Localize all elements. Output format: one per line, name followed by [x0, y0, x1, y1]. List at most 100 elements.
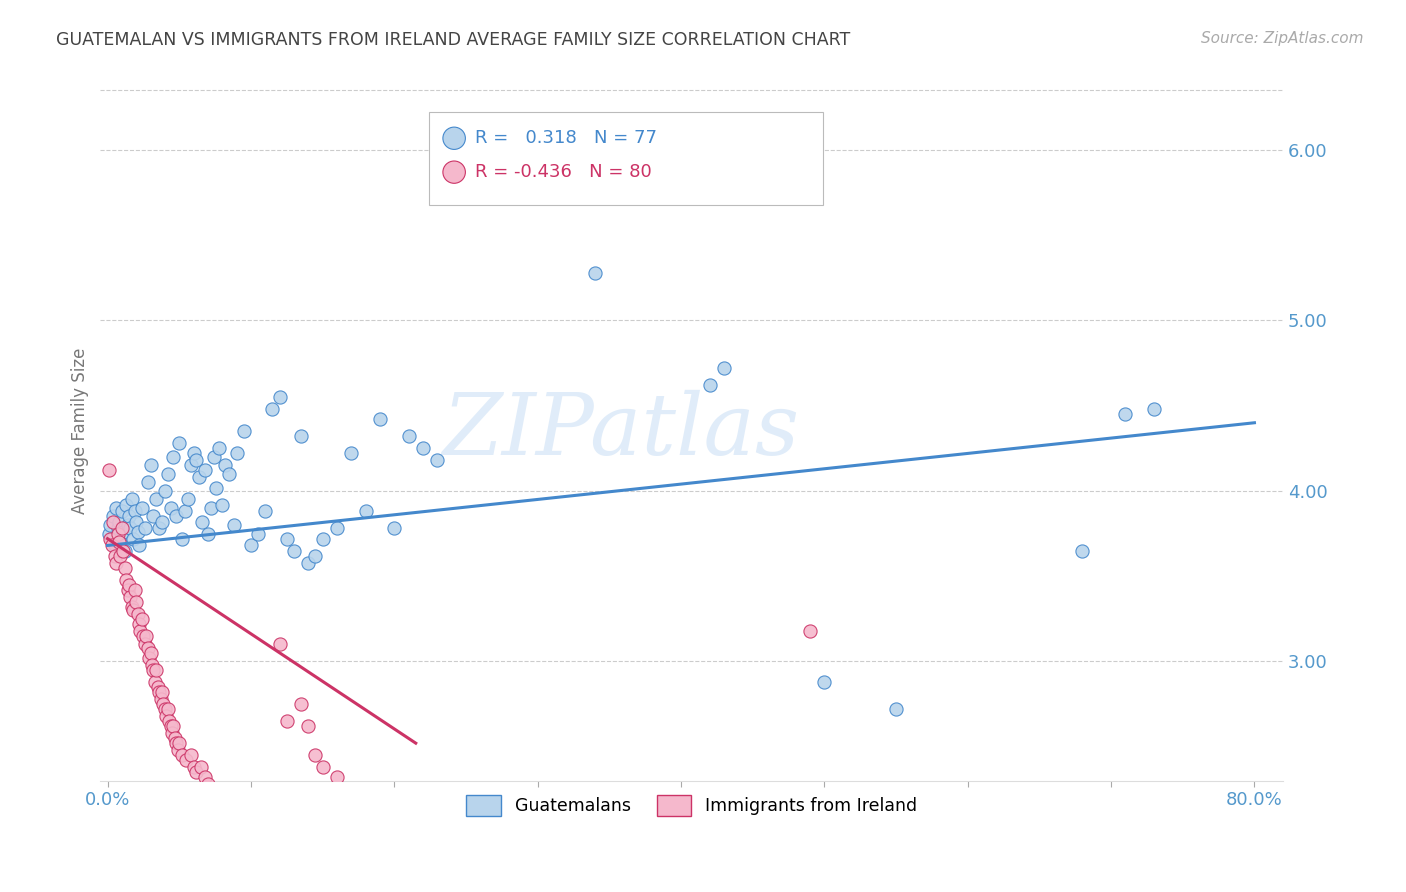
Point — [183, 446, 205, 460]
Point — [159, 500, 181, 515]
Point — [148, 685, 170, 699]
Point — [128, 616, 150, 631]
Text: Source: ZipAtlas.com: Source: ZipAtlas.com — [1201, 31, 1364, 46]
Point — [112, 543, 135, 558]
Point — [583, 266, 606, 280]
Point — [107, 526, 129, 541]
Point — [232, 424, 254, 438]
Point — [121, 492, 143, 507]
Point — [112, 524, 135, 539]
Point — [188, 470, 211, 484]
Point — [202, 450, 225, 464]
Point — [176, 753, 198, 767]
Point — [225, 446, 247, 460]
Point — [108, 535, 131, 549]
Point — [120, 521, 142, 535]
Point — [103, 509, 125, 524]
Point — [146, 680, 169, 694]
Point — [180, 458, 202, 473]
Point — [155, 709, 177, 723]
Point — [148, 521, 170, 535]
Point — [247, 526, 270, 541]
Point — [110, 535, 132, 549]
Text: R = -0.436   N = 80: R = -0.436 N = 80 — [475, 163, 652, 181]
Point — [276, 714, 298, 728]
Point — [1071, 543, 1094, 558]
Point — [382, 838, 405, 853]
Point — [141, 657, 163, 672]
Point — [165, 509, 187, 524]
Point — [110, 549, 132, 563]
Point — [340, 446, 363, 460]
Point — [105, 500, 128, 515]
Point — [115, 573, 138, 587]
Point — [122, 603, 145, 617]
Text: ZIPatlas: ZIPatlas — [443, 390, 800, 473]
Point — [105, 556, 128, 570]
Point — [214, 458, 236, 473]
Point — [290, 429, 312, 443]
Point — [100, 532, 122, 546]
Point — [254, 828, 277, 842]
Point — [125, 515, 148, 529]
Point — [194, 463, 217, 477]
Point — [139, 458, 162, 473]
Point — [165, 736, 187, 750]
Point — [150, 515, 173, 529]
Point — [124, 504, 146, 518]
Point — [97, 526, 120, 541]
Point — [426, 453, 449, 467]
Point — [297, 556, 319, 570]
Point — [104, 549, 127, 563]
Point — [1114, 407, 1136, 421]
Point — [884, 702, 907, 716]
Point — [138, 651, 160, 665]
Point — [191, 515, 214, 529]
Point — [354, 504, 377, 518]
Point — [239, 539, 262, 553]
Point — [134, 637, 156, 651]
Point — [107, 521, 129, 535]
Point — [208, 442, 231, 456]
Point — [290, 697, 312, 711]
Point — [129, 624, 152, 638]
Point — [145, 492, 167, 507]
Point — [186, 765, 208, 780]
Point — [713, 361, 735, 376]
Point — [1143, 402, 1166, 417]
Point — [311, 760, 333, 774]
Point — [156, 702, 179, 716]
Point — [368, 412, 391, 426]
Point — [117, 518, 139, 533]
Point — [190, 760, 212, 774]
Point — [162, 719, 184, 733]
Point — [262, 402, 284, 417]
Point — [699, 378, 721, 392]
Point — [111, 521, 134, 535]
Point — [174, 504, 197, 518]
Point — [283, 838, 305, 853]
Point — [326, 521, 349, 535]
Point — [254, 504, 277, 518]
Point — [136, 475, 159, 490]
Point — [157, 714, 180, 728]
Point — [799, 624, 821, 638]
Point — [177, 492, 200, 507]
Point — [304, 748, 326, 763]
Point — [134, 521, 156, 535]
Point — [368, 822, 391, 836]
Point — [114, 560, 136, 574]
Point — [225, 811, 247, 825]
Text: GUATEMALAN VS IMMIGRANTS FROM IRELAND AVERAGE FAMILY SIZE CORRELATION CHART: GUATEMALAN VS IMMIGRANTS FROM IRELAND AV… — [56, 31, 851, 49]
Point — [340, 794, 363, 808]
Point — [120, 590, 142, 604]
Point — [127, 607, 149, 621]
Point — [127, 524, 149, 539]
Point — [170, 532, 193, 546]
Point — [218, 805, 240, 819]
Point — [132, 629, 155, 643]
Point — [232, 805, 254, 819]
Point — [205, 481, 228, 495]
Point — [114, 543, 136, 558]
Y-axis label: Average Family Size: Average Family Size — [72, 348, 89, 515]
